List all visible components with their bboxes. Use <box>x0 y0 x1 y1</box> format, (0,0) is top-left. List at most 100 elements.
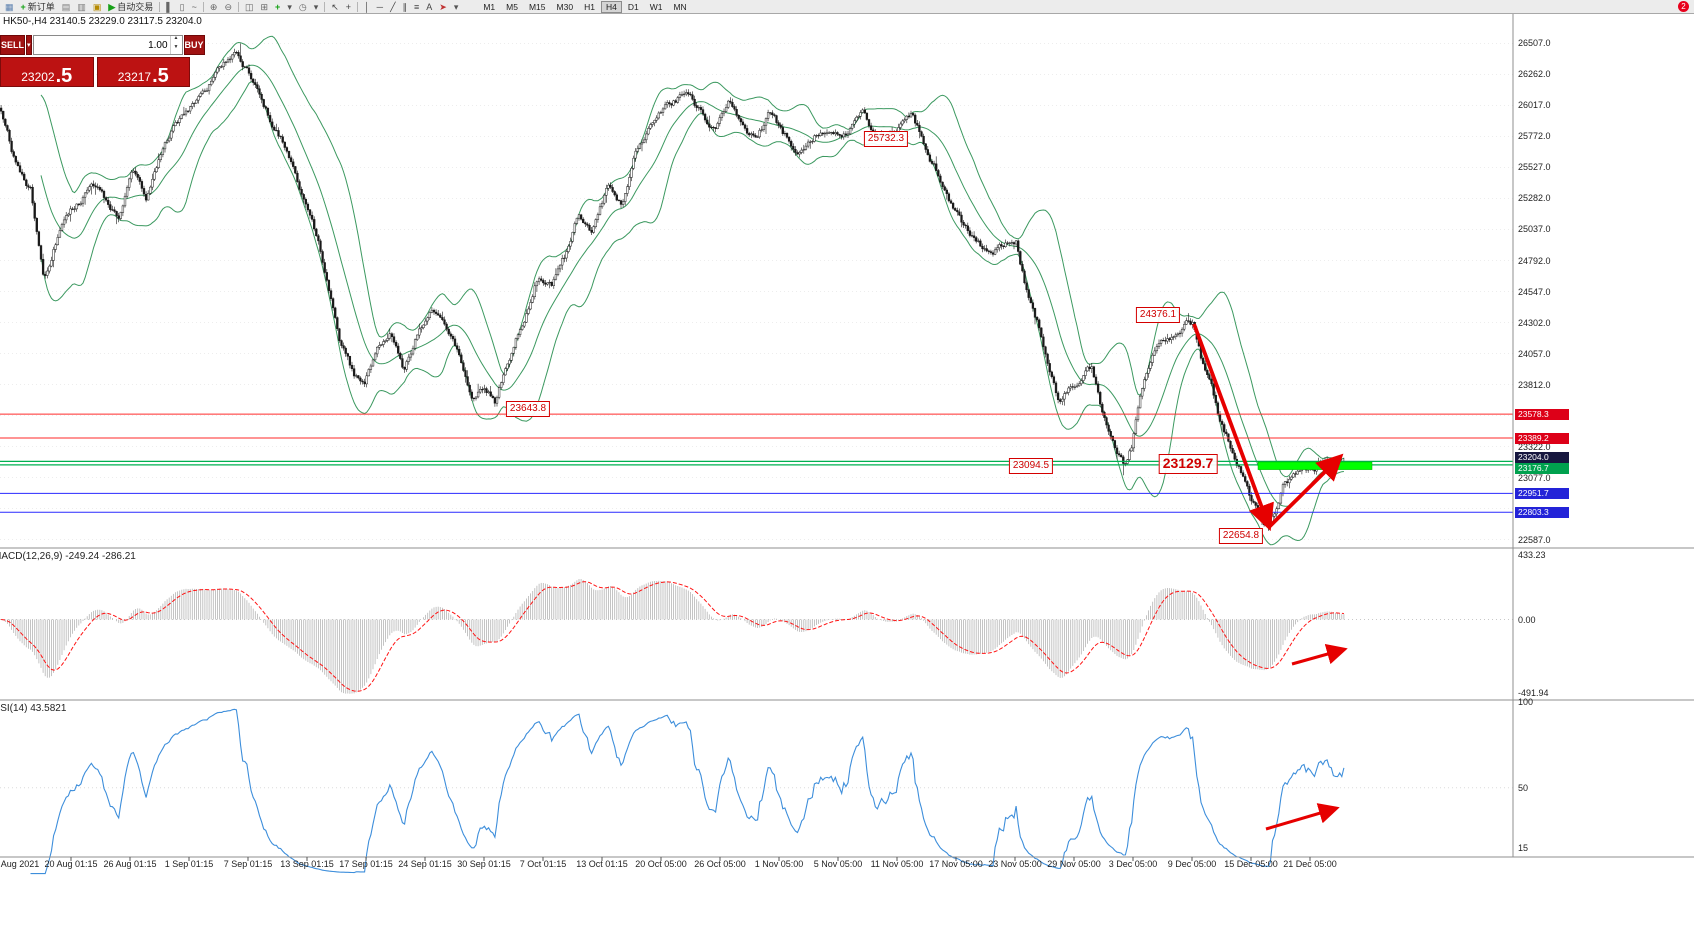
chart-surface[interactable] <box>0 14 1513 548</box>
indicators-button[interactable]: + <box>272 0 283 13</box>
new-order-button[interactable]: + 新订单 <box>18 0 58 13</box>
indicators-add-icon: + <box>275 1 281 12</box>
arrows-tool-button[interactable]: ➤ <box>436 0 450 13</box>
buy-button[interactable]: BUY <box>183 35 205 55</box>
fibonacci-tool-button[interactable]: ≡ <box>411 0 422 13</box>
rsi-indicator-label: RSI(14) 43.5821 <box>0 703 67 714</box>
toolbar-separator <box>202 1 204 12</box>
toolbar-separator <box>237 1 239 12</box>
zoom-in-icon: ⊕ <box>209 1 218 12</box>
trendline-icon: ╱ <box>390 1 396 12</box>
timeframe-h1-button[interactable]: H1 <box>579 1 600 13</box>
main-toolbar: ▦ + 新订单 ▤ ▥ ▣ ▶ 自动交易 ▌ ▯ ~ ⊕ ⊖ ◫ ⊞ + ▾ ◷ ▾ ↖ + │ ─ ╱ ∥ ≡ A ➤ ▾ M1 M5 M1… <box>0 0 1694 14</box>
line-chart-icon: ~ <box>191 1 197 12</box>
timeframe-d1-button[interactable]: D1 <box>623 1 644 13</box>
zoom-out-icon: ⊖ <box>224 1 232 12</box>
zoom-in-button[interactable]: ⊕ <box>207 0 221 13</box>
buy-price-main: 23217 <box>117 70 152 84</box>
channel-tool-button[interactable]: ∥ <box>399 0 410 13</box>
autotrading-play-icon: ▶ <box>108 1 116 12</box>
crosshair-tool-button[interactable]: + <box>343 0 354 13</box>
bar-chart-button[interactable]: ▌ <box>163 0 175 13</box>
chevron-down-icon: ▾ <box>27 42 31 49</box>
time-axis-surface[interactable] <box>0 857 1694 875</box>
toolbar-separator <box>159 1 161 12</box>
timeframe-h4-button[interactable]: H4 <box>600 0 622 13</box>
volume-dropdown-button[interactable]: ▾ <box>26 35 32 55</box>
price-annotation[interactable]: 23643.8 <box>505 401 551 417</box>
data-window-button[interactable]: ▥ <box>74 0 89 13</box>
navigator-icon: ▣ <box>92 1 102 12</box>
price-annotation[interactable]: 23129.7 <box>1158 454 1218 474</box>
timeframe-m5-button[interactable]: M5 <box>501 1 523 13</box>
new-order-icon: + <box>20 1 26 12</box>
volume-input[interactable] <box>33 36 170 54</box>
cascade-windows-button[interactable]: ⊞ <box>258 0 272 13</box>
volume-stepper[interactable]: ▲ ▼ <box>169 35 182 54</box>
timeframe-w1-button[interactable]: W1 <box>645 1 668 13</box>
indicators-dropdown[interactable]: ▾ <box>284 0 295 13</box>
zoom-out-button[interactable]: ⊖ <box>221 0 235 13</box>
price-annotation[interactable]: 23094.5 <box>1008 458 1054 474</box>
horizontal-line-tool-button[interactable]: ─ <box>374 0 386 13</box>
chart-ohlc-title: HK50-,H4 23140.5 23229.0 23117.5 23204.0 <box>3 16 202 27</box>
timeframe-m1-button[interactable]: M1 <box>478 1 500 13</box>
bar-chart-icon: ▌ <box>166 1 173 12</box>
horizontal-line-icon: ─ <box>376 1 384 12</box>
stepper-down-icon[interactable]: ▼ <box>173 44 179 50</box>
shapes-dropdown[interactable]: ▾ <box>451 0 462 13</box>
tile-windows-button[interactable]: ◫ <box>242 0 257 13</box>
macd-indicator-label: MACD(12,26,9) -249.24 -286.21 <box>0 551 136 562</box>
timeframe-mn-button[interactable]: MN <box>668 1 691 13</box>
cursor-tool-button[interactable]: ↖ <box>328 0 342 13</box>
trendline-tool-button[interactable]: ╱ <box>387 0 398 13</box>
chart-window-icon: ▦ <box>5 1 14 12</box>
vertical-line-icon: │ <box>364 1 370 12</box>
macd-panel-surface[interactable] <box>0 548 1513 700</box>
sell-button[interactable]: SELL <box>0 35 26 55</box>
one-click-trading-panel: SELL ▾ ▲ ▼ BUY 23202 .5 23217 .5 <box>0 35 205 87</box>
price-annotation[interactable]: 24376.1 <box>1135 307 1181 323</box>
notification-badge[interactable]: 2 <box>1678 1 1689 12</box>
market-watch-icon: ▤ <box>61 1 71 12</box>
price-annotation[interactable]: 22654.8 <box>1218 528 1264 544</box>
period-clock-button[interactable]: ◷ <box>296 0 310 13</box>
sell-price-main: 23202 <box>21 70 55 84</box>
tile-windows-icon: ◫ <box>244 1 254 12</box>
buy-price-frac: .5 <box>152 65 169 87</box>
rsi-panel-surface[interactable] <box>0 700 1513 857</box>
timeframe-m15-button[interactable]: M15 <box>524 1 551 13</box>
fibonacci-icon: ≡ <box>413 1 420 12</box>
arrow-marker-icon: ➤ <box>439 1 447 12</box>
trade-panel-prices: 23202 .5 23217 .5 <box>0 57 190 87</box>
cursor-icon: ↖ <box>331 1 339 12</box>
navigator-button[interactable]: ▣ <box>90 0 105 13</box>
autotrading-button-label: 自动交易 <box>117 1 154 12</box>
line-chart-button[interactable]: ~ <box>189 0 200 13</box>
timeframe-m30-button[interactable]: M30 <box>552 1 579 13</box>
templates-dropdown[interactable]: ▾ <box>311 0 322 13</box>
chart-window-button[interactable]: ▦ <box>2 0 17 13</box>
toolbar-separator <box>324 1 326 12</box>
clock-icon: ◷ <box>298 1 307 12</box>
price-annotation[interactable]: 25732.3 <box>863 131 909 147</box>
toolbar-separator <box>357 1 359 12</box>
timeframe-group: M1 M5 M15 M30 H1 H4 D1 W1 MN <box>478 0 691 13</box>
market-watch-button[interactable]: ▤ <box>59 0 74 13</box>
channel-icon: ∥ <box>402 1 407 12</box>
stepper-up-icon[interactable]: ▲ <box>173 35 179 41</box>
candlestick-chart-icon: ▯ <box>179 1 185 12</box>
cascade-windows-icon: ⊞ <box>260 1 269 12</box>
chevron-down-icon: ▾ <box>313 1 319 12</box>
volume-input-wrap: ▲ ▼ <box>32 35 183 55</box>
candlestick-chart-button[interactable]: ▯ <box>177 0 188 13</box>
text-tool-button[interactable]: A <box>423 0 435 13</box>
sell-price-button[interactable]: 23202 .5 <box>0 57 94 87</box>
chevron-down-icon: ▾ <box>287 1 292 12</box>
price-axis-surface[interactable] <box>1513 14 1694 857</box>
vertical-line-tool-button[interactable]: │ <box>361 0 373 13</box>
autotrading-button[interactable]: ▶ 自动交易 <box>105 0 156 13</box>
buy-price-button[interactable]: 23217 .5 <box>96 57 190 87</box>
chevron-down-icon: ▾ <box>453 1 459 12</box>
